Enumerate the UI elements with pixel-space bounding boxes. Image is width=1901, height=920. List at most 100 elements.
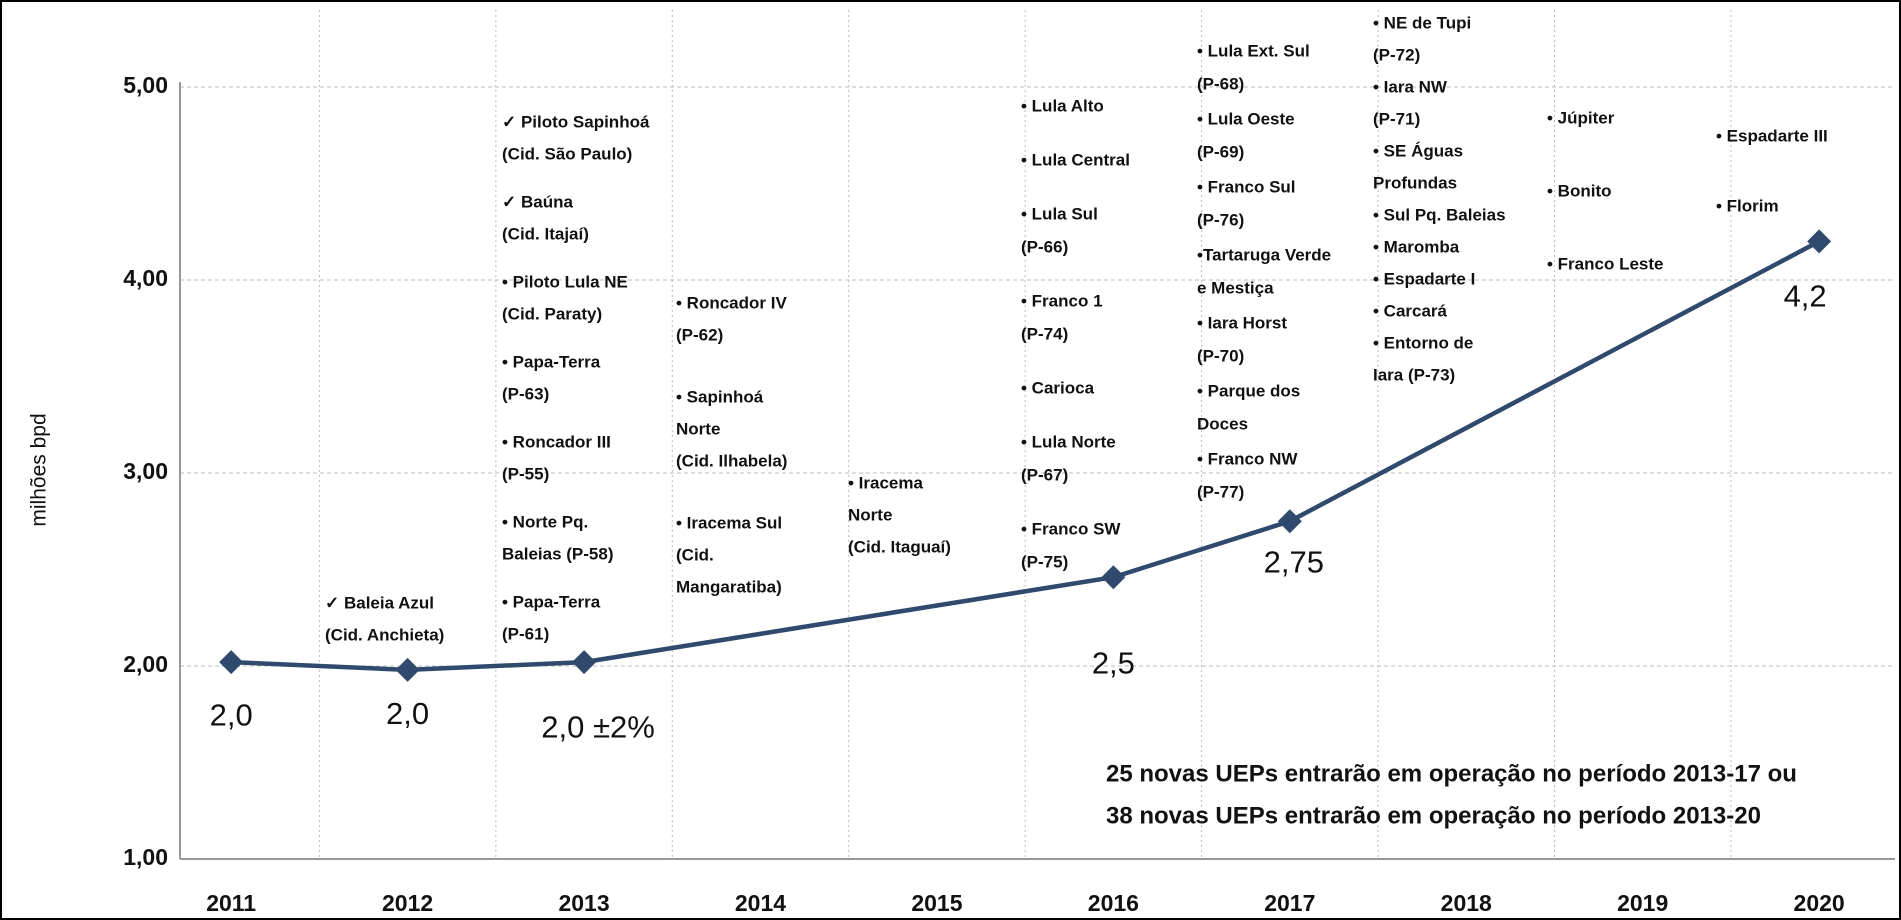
annotation: (P-70) xyxy=(1197,346,1244,365)
y-tick-label: 5,00 xyxy=(123,72,168,98)
marker xyxy=(219,650,244,675)
annotation: • NE de Tupi xyxy=(1373,13,1471,32)
annotation: • Franco 1 xyxy=(1021,291,1103,310)
annotation: • Lula Norte xyxy=(1021,432,1116,451)
marker xyxy=(395,657,420,682)
annotation: (Cid. Itaguaí) xyxy=(848,537,951,556)
annotation: • Iracema Sul xyxy=(676,513,782,532)
data-label: 2,0 ±2% xyxy=(541,709,655,744)
annotation: • Sul Pq. Baleias xyxy=(1373,205,1506,224)
y-tick-label: 2,00 xyxy=(123,651,168,677)
marker xyxy=(1277,509,1302,534)
annotation: (P-67) xyxy=(1021,465,1068,484)
annotation: • Iara NW xyxy=(1373,77,1448,96)
x-tick-label: 2015 xyxy=(911,890,962,916)
annotation: (Cid. Anchieta) xyxy=(325,625,444,644)
data-label: 4,2 xyxy=(1784,279,1827,314)
annotation: • Espadarte I xyxy=(1373,269,1475,288)
annotation: •Tartaruga Verde xyxy=(1197,245,1331,264)
marker xyxy=(572,650,597,675)
annotation: (P-62) xyxy=(676,325,723,344)
annotation: • Franco SW xyxy=(1021,519,1121,538)
annotation: (P-71) xyxy=(1373,109,1420,128)
x-tick-label: 2012 xyxy=(382,890,433,916)
annotation: • Iracema xyxy=(848,473,923,492)
annotation: • Lula Sul xyxy=(1021,204,1098,223)
marker xyxy=(1101,565,1126,590)
annotation: • Franco Leste xyxy=(1547,254,1664,273)
annotation: • Carioca xyxy=(1021,378,1095,397)
annotation: (Cid. Paraty) xyxy=(502,304,602,323)
annotation: Profundas xyxy=(1373,173,1457,192)
x-tick-label: 2014 xyxy=(735,890,786,916)
annotation: • Roncador III xyxy=(502,432,611,451)
annotation: • Franco Sul xyxy=(1197,177,1296,196)
y-tick-label: 4,00 xyxy=(123,265,168,291)
x-tick-label: 2018 xyxy=(1441,890,1492,916)
annotation: • Bonito xyxy=(1547,181,1612,200)
data-label: 2,5 xyxy=(1092,645,1135,680)
annotation: • Papa-Terra xyxy=(502,352,601,371)
annotation: e Mestiça xyxy=(1197,278,1274,297)
annotation: Mangaratiba) xyxy=(676,577,782,596)
x-tick-label: 2017 xyxy=(1264,890,1315,916)
x-tick-label: 2020 xyxy=(1794,890,1845,916)
annotation: • SE Águas xyxy=(1373,141,1463,160)
annotation: Baleias (P-58) xyxy=(502,544,614,563)
data-label: 2,75 xyxy=(1264,544,1324,579)
annotation: (P-61) xyxy=(502,624,549,643)
annotation: • Lula Alto xyxy=(1021,96,1104,115)
annotation: • Norte Pq. xyxy=(502,512,588,531)
footnote: 25 novas UEPs entrarão em operação no pe… xyxy=(1106,760,1797,787)
annotation: • Júpiter xyxy=(1547,108,1615,127)
annotation: (P-69) xyxy=(1197,142,1244,161)
annotation: (P-66) xyxy=(1021,237,1068,256)
annotation: (Cid. Ilhabela) xyxy=(676,451,787,470)
annotation: (P-63) xyxy=(502,384,549,403)
annotation: (P-55) xyxy=(502,464,549,483)
annotation: • Papa-Terra xyxy=(502,592,601,611)
x-tick-label: 2019 xyxy=(1617,890,1668,916)
annotation: (P-77) xyxy=(1197,482,1244,501)
y-axis-label: milhões bpd xyxy=(28,413,51,526)
annotation: (P-72) xyxy=(1373,45,1420,64)
annotation: • Piloto Lula NE xyxy=(502,272,628,291)
annotation: • Parque dos xyxy=(1197,381,1300,400)
y-tick-label: 3,00 xyxy=(123,458,168,484)
annotation: • Iara Horst xyxy=(1197,313,1287,332)
annotation: • Maromba xyxy=(1373,237,1460,256)
annotation: Iara (P-73) xyxy=(1373,365,1455,384)
annotation: • Espadarte III xyxy=(1716,126,1828,145)
annotation: • Lula Central xyxy=(1021,150,1130,169)
annotation: • Roncador IV xyxy=(676,293,787,312)
annotation: (Cid. São Paulo) xyxy=(502,144,632,163)
x-tick-label: 2016 xyxy=(1088,890,1139,916)
annotation: (P-75) xyxy=(1021,552,1068,571)
annotation: • Carcará xyxy=(1373,301,1448,320)
annotation: • Sapinhoá xyxy=(676,387,764,406)
annotation: (Cid. xyxy=(676,545,714,564)
annotation: (P-68) xyxy=(1197,74,1244,93)
annotation: • Lula Ext. Sul xyxy=(1197,41,1310,60)
annotation: Norte xyxy=(676,419,720,438)
annotation: • Franco NW xyxy=(1197,449,1298,468)
footnote: 38 novas UEPs entrarão em operação no pe… xyxy=(1106,802,1761,829)
annotation: (Cid. Itajaí) xyxy=(502,224,589,243)
x-tick-label: 2011 xyxy=(206,890,256,916)
annotation: Norte xyxy=(848,505,892,524)
annotation: ✓ Baleia Azul xyxy=(325,593,434,612)
annotation: ✓ Baúna xyxy=(502,192,573,211)
annotation: • Florim xyxy=(1716,196,1779,215)
annotation: (P-74) xyxy=(1021,324,1068,343)
annotation: • Lula Oeste xyxy=(1197,109,1295,128)
marker xyxy=(1807,229,1832,254)
data-label: 2,0 xyxy=(210,697,253,732)
series-line xyxy=(231,239,1821,673)
y-tick-label: 1,00 xyxy=(123,844,168,870)
annotation: Doces xyxy=(1197,414,1248,433)
annotation: (P-76) xyxy=(1197,210,1244,229)
annotation: • Entorno de xyxy=(1373,333,1473,352)
x-tick-label: 2013 xyxy=(558,890,609,916)
